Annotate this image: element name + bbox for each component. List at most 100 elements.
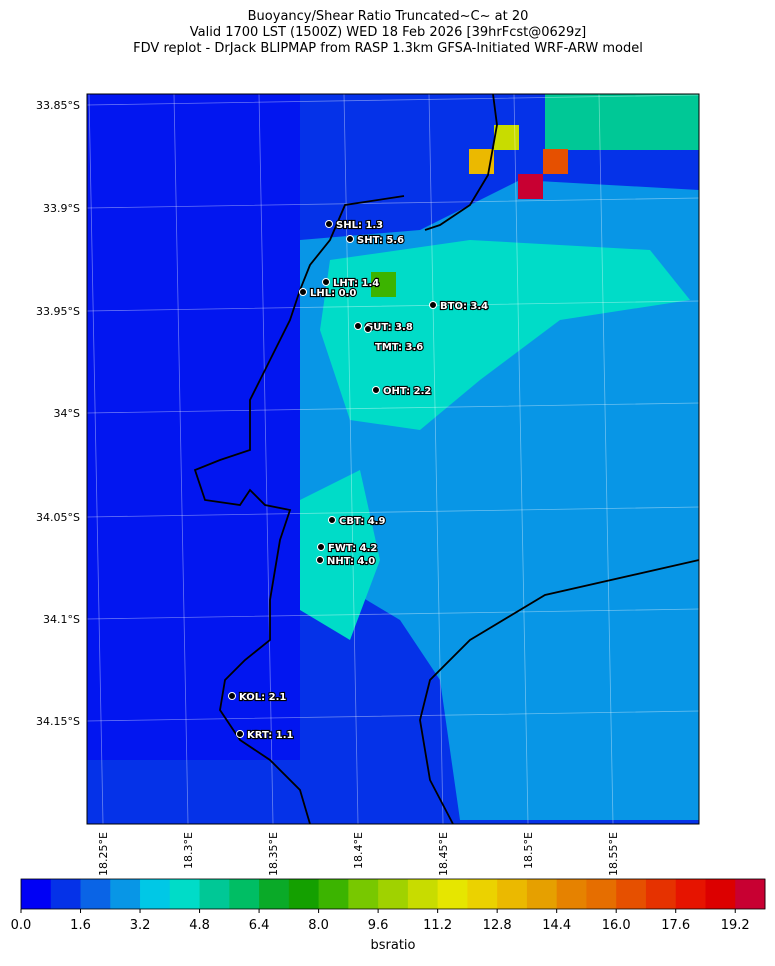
colorbar: 0.0 1.6 3.2 4.8 6.4 8.0 9.6 11.2 12.8 14.4 16.0 17.… [11,878,766,953]
field-cell [543,149,568,174]
colorbar-tick-label: 8.0 [308,918,329,933]
station-dot [328,516,336,524]
station-label: OHT: 2.2 [383,386,431,397]
lat-label: 33.85°S [36,99,80,112]
colorbar-segment [437,879,468,909]
field-cell [494,125,519,150]
station-label: BTO: 3.4 [440,301,488,312]
station-dot [325,220,333,228]
colorbar-frame [20,878,766,910]
station-label: LHT: 1.4 [333,278,379,289]
colorbar-tick-label: 17.6 [661,918,690,933]
station-dot [364,325,372,333]
station-label: SHT: 5.6 [357,235,404,246]
lon-label: 18.35°E [267,832,280,876]
lat-axis: 33.85°S 33.9°S 33.95°S 34°S 34.05°S 34.1°S 34.… [36,99,80,728]
station-label: FWT: 4.2 [328,543,377,554]
station-dot [317,543,325,551]
colorbar-segment [735,879,766,909]
station-label: TMT: 3.6 [375,342,423,353]
lat-label: 34.15°S [36,715,80,728]
station-dot [372,386,380,394]
lon-label: 18.45°E [437,832,450,876]
station-label: KOL: 2.1 [239,692,286,703]
field-region [87,94,300,760]
colorbar-segment [497,879,528,909]
colorbar-segment [467,879,498,909]
colorbar-segment [318,879,349,909]
station-label: SHL: 1.3 [336,220,383,231]
field-region [300,470,380,640]
map-frame [86,93,700,825]
colorbar-segment [645,879,677,909]
colorbar-segment [288,879,320,909]
station-dot [429,301,437,309]
colorbar-tick-label: 3.2 [130,918,151,933]
colorbar-tick-label: 1.6 [70,918,91,933]
colorbar-segment [675,879,706,909]
colorbar-segment [80,879,111,909]
colorbar-segment [199,879,230,909]
colorbar-segment [21,879,52,909]
colorbar-segment [526,879,558,909]
lat-label: 33.9°S [43,202,80,215]
graticule [86,93,700,825]
station-dot [322,278,330,286]
map [86,93,700,825]
colorbar-segment [229,879,260,909]
colorbar-tick-label: 0.0 [11,918,32,933]
coastline [193,93,700,825]
station-label: GUT: 3.8 [365,322,413,333]
station-dot [236,730,244,738]
station-dot [299,288,307,296]
station-label: LHL: 0.0 [310,288,356,299]
lat-label: 33.95°S [36,305,80,318]
station-label: KRT: 1.1 [247,730,294,741]
colorbar-tick-label: 16.0 [602,918,631,933]
colorbar-tick-label: 12.8 [483,918,512,933]
colorbar-segment [50,879,82,909]
lon-axis: 18.25°E 18.3°E 18.35°E 18.4°E 18.45°E 18.5°E 1… [97,832,620,876]
colorbar-segment [407,879,439,909]
title: Buoyancy/Shear Ratio Truncated~C~ at 20V… [133,9,643,56]
title-line: Valid 1700 LST (1500Z) WED 18 Feb 2026 [… [190,25,586,40]
colorbar-segment [110,879,141,909]
station-dot [346,235,354,243]
lon-label: 18.5°E [522,832,535,869]
colorbar-segment [378,879,409,909]
colorbar-segment [616,879,647,909]
lat-label: 34.1°S [43,613,80,626]
lon-label: 18.55°E [607,832,620,876]
station-dot [354,322,362,330]
field-cell [371,272,396,297]
station-dot [316,556,324,564]
lon-label: 18.3°E [182,832,195,869]
colorbar-tick-label: 4.8 [189,918,210,933]
colorbar-segment [140,879,171,909]
colorbar-segment [348,879,379,909]
colorbar-segment [586,879,617,909]
colorbar-segment [169,879,201,909]
colorbar-segment [556,879,587,909]
lon-label: 18.4°E [352,832,365,869]
station-dot [228,692,236,700]
colorbar-tick-label: 9.6 [368,918,389,933]
station-label: CBT: 4.9 [339,516,385,527]
field-cell [518,174,543,199]
colorbar-tick-label: 14.4 [542,918,571,933]
lat-label: 34.05°S [36,511,80,524]
colorbar-segment [705,879,736,909]
colorbar-label: bsratio [371,938,416,953]
colorbar-tick-label: 11.2 [423,918,452,933]
colorbar-tick-label: 19.2 [721,918,750,933]
title-line: Buoyancy/Shear Ratio Truncated~C~ at 20 [248,9,529,24]
station-label: NHT: 4.0 [327,556,375,567]
lat-label: 34°S [54,407,80,420]
lon-label: 18.25°E [97,832,110,876]
colorbar-tick-label: 6.4 [249,918,270,933]
title-line: FDV replot - DrJack BLIPMAP from RASP 1.… [133,41,643,56]
field-region [545,94,699,150]
colorbar-segment [259,879,290,909]
